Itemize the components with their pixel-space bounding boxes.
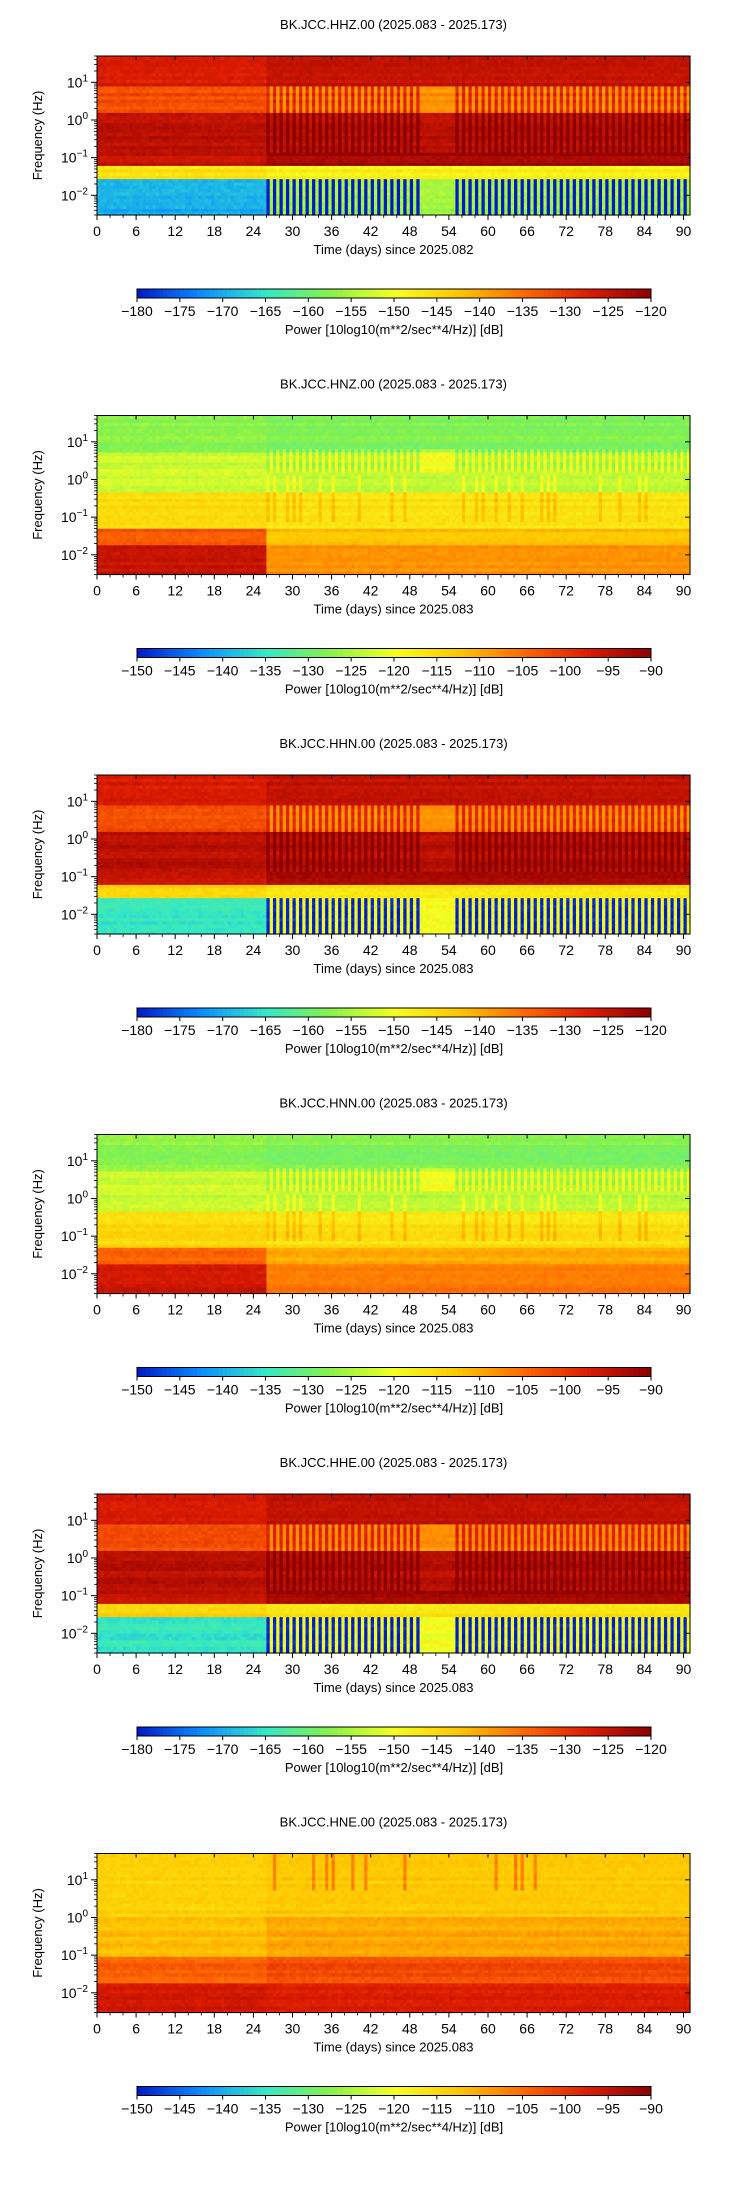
spectrogram-figure: BK.JCC.HHZ.00 (2025.083 - 2025.173)0 6 12 1… (0, 0, 750, 2197)
spectrogram-cells (97, 56, 691, 216)
spectrogram-panel: BK.JCC.HHZ.00 (2025.083 - 2025.173)0 6 12 1… (30, 17, 691, 337)
chart-title: BK.JCC.HHZ.00 (2025.083 - 2025.173) (280, 17, 507, 32)
